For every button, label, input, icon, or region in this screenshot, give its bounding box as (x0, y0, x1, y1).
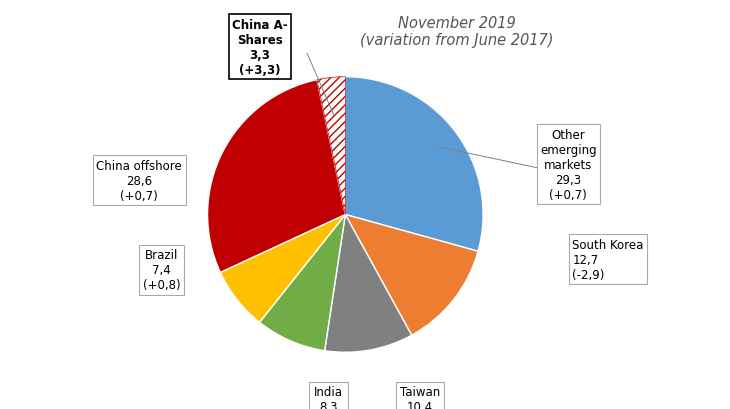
Wedge shape (207, 81, 345, 273)
Wedge shape (345, 78, 483, 252)
Wedge shape (220, 215, 345, 322)
Wedge shape (317, 78, 345, 215)
Wedge shape (260, 215, 345, 351)
Wedge shape (345, 215, 478, 335)
Text: South Korea
12,7
(-2,9): South Korea 12,7 (-2,9) (572, 238, 644, 281)
Text: November 2019
(variation from June 2017): November 2019 (variation from June 2017) (360, 16, 553, 48)
Text: Brazil
7,4
(+0,8): Brazil 7,4 (+0,8) (143, 249, 180, 291)
Text: China offshore
28,6
(+0,7): China offshore 28,6 (+0,7) (96, 160, 182, 202)
Text: India
8,3
(-0,5): India 8,3 (-0,5) (312, 385, 345, 409)
Text: China A-
Shares
3,3
(+3,3): China A- Shares 3,3 (+3,3) (232, 19, 288, 76)
Wedge shape (325, 215, 412, 353)
Text: Taiwan
10,4
(-2,1): Taiwan 10,4 (-2,1) (400, 385, 440, 409)
Text: Other
emerging
markets
29,3
(+0,7): Other emerging markets 29,3 (+0,7) (540, 128, 596, 201)
